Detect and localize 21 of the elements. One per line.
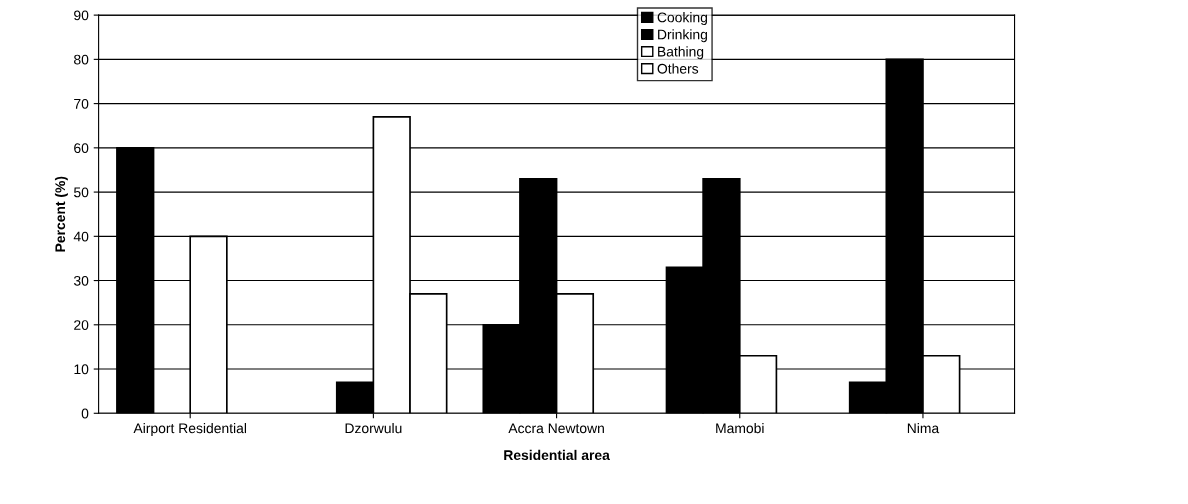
x-tick-label: Nima [907,423,940,434]
y-tick-label: 50 [73,187,89,198]
x-tick-label: Dzorwulu [345,423,402,434]
y-tick-label: 20 [74,320,89,330]
y-tick-label: 40 [73,231,89,242]
x-tick-label: Mamobi [716,423,764,434]
x-tick-label: Airport Residential [133,423,247,436]
legend-label: Cooking [657,12,708,26]
x-axis-title: Residential area [504,449,610,461]
y-tick-label: 70 [74,98,89,109]
x-tick-label: Accra Newtown [508,423,604,434]
y-axis-title: Percent (%) [54,176,68,252]
y-tick-label: 80 [74,54,89,65]
y-tick-label: 0 [81,408,89,419]
legend-label: Bathing [658,46,704,60]
y-tick-label: 10 [74,364,89,375]
y-tick-label: 30 [73,275,89,286]
legend-label: Drinking [658,29,707,43]
y-tick-label: 60 [74,143,89,154]
y-tick-label: 90 [74,10,89,21]
legend-label: Others [657,63,699,74]
